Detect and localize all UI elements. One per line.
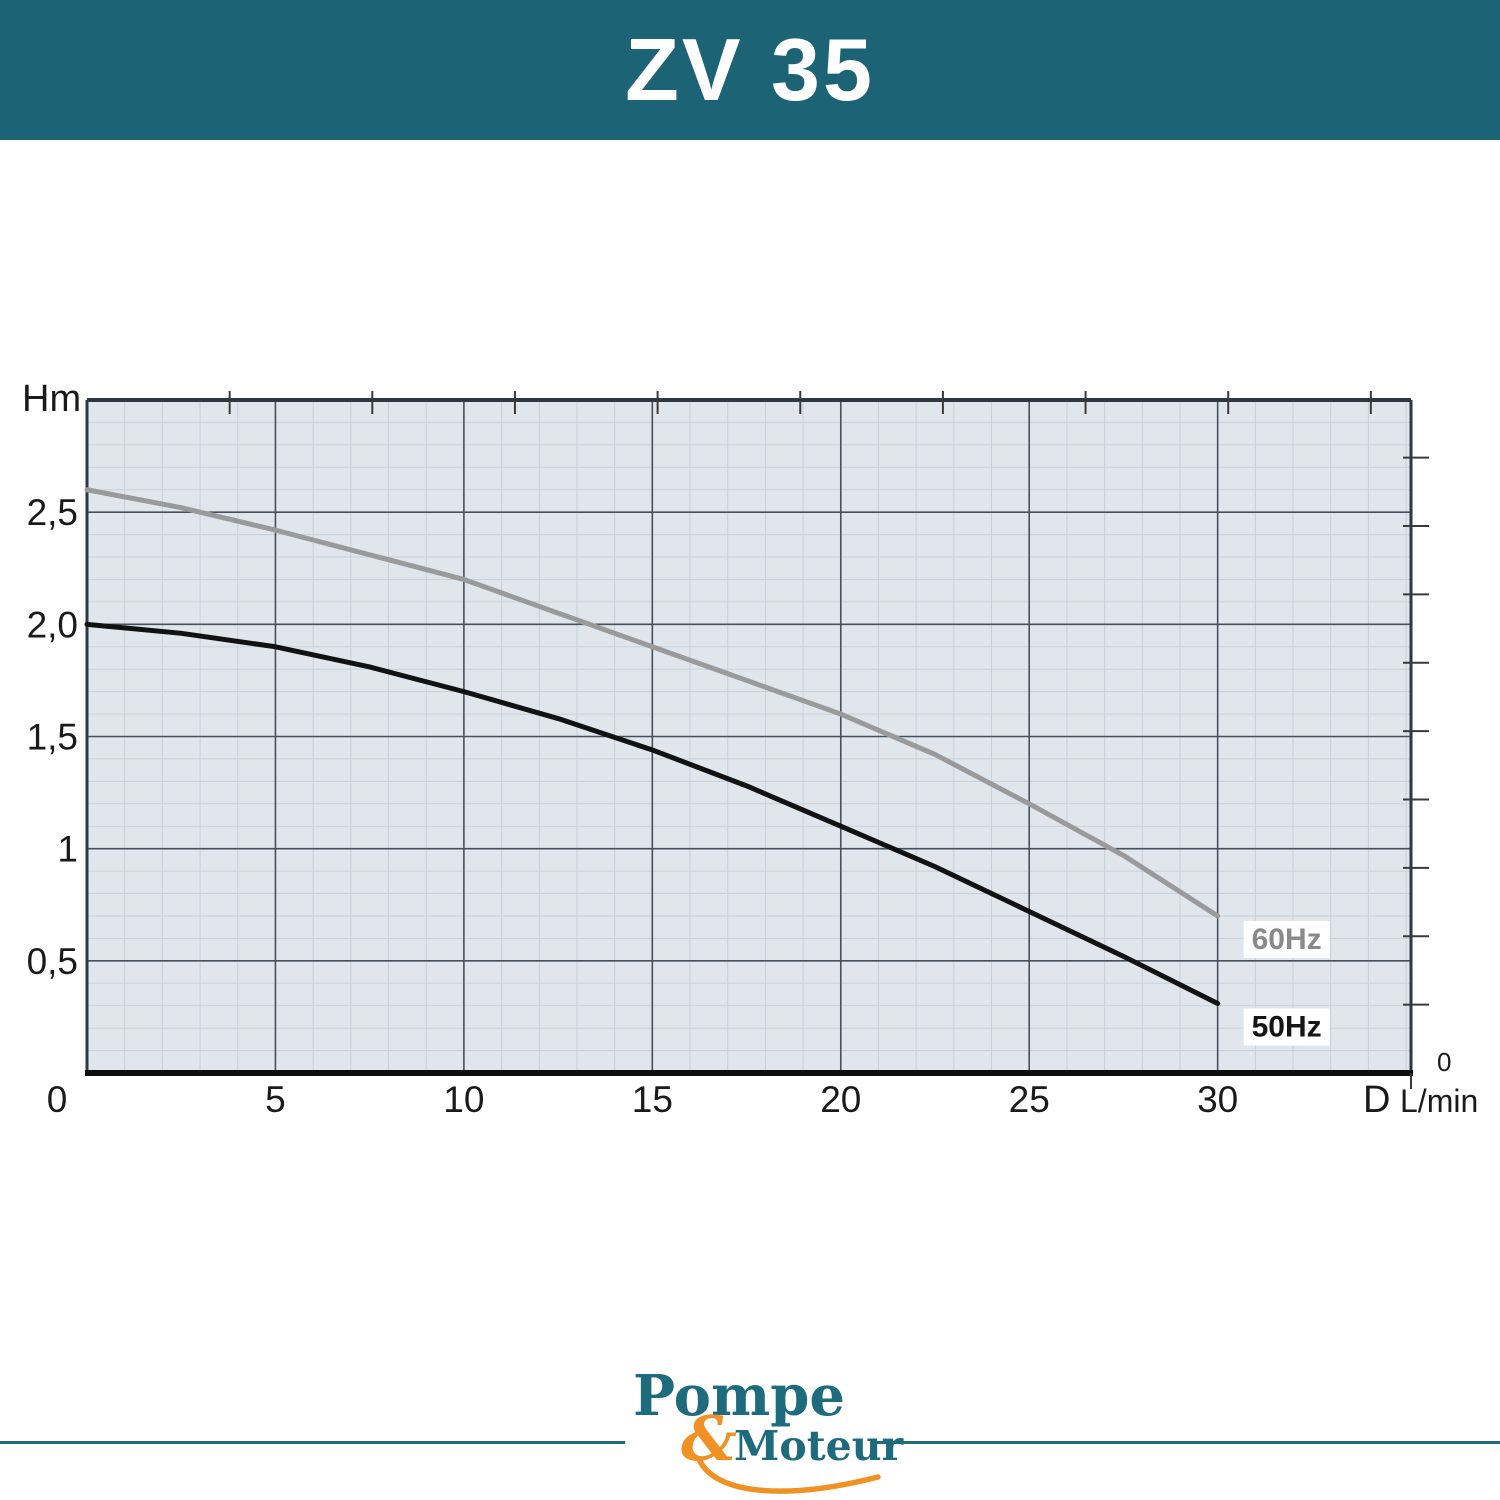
- logo-ampersand: &: [681, 1402, 737, 1475]
- svg-text:L/min: L/min: [1400, 1083, 1478, 1119]
- svg-text:5: 5: [265, 1079, 286, 1120]
- logo-divider-right: [875, 1441, 1500, 1444]
- logo-word-moteur: Moteur: [734, 1422, 904, 1470]
- svg-text:0: 0: [1437, 1047, 1451, 1077]
- svg-text:1,5: 1,5: [27, 717, 78, 758]
- app-header: ZV 35: [0, 0, 1500, 140]
- page-title: ZV 35: [625, 20, 875, 119]
- plot-border: [85, 398, 1413, 1076]
- svg-text:30: 30: [1197, 1079, 1238, 1120]
- svg-text:25: 25: [1009, 1079, 1050, 1120]
- grid-major: [87, 400, 1411, 1073]
- svg-text:D: D: [1363, 1079, 1390, 1121]
- svg-text:Hm: Hm: [22, 378, 81, 420]
- logo-word-pompe: Pompe: [633, 1363, 845, 1429]
- logo-divider-left: [0, 1441, 625, 1444]
- svg-text:0,5: 0,5: [27, 941, 78, 982]
- secondary-right-ticks: 0: [1403, 456, 1451, 1089]
- svg-text:15: 15: [632, 1079, 673, 1120]
- svg-text:2,0: 2,0: [27, 604, 78, 645]
- curve-line-50hz: [84, 621, 1221, 1006]
- y-tick-labels: 0,5 1 1,5 2,0 2,5: [27, 492, 78, 982]
- svg-text:1: 1: [57, 829, 78, 870]
- legend-60hz: 60Hz: [1243, 920, 1330, 958]
- svg-text:60Hz: 60Hz: [1252, 923, 1322, 956]
- axis-titles: Hm D L/min: [22, 378, 1478, 1121]
- svg-text:50Hz: 50Hz: [1252, 1010, 1322, 1043]
- legend-50hz: 50Hz: [1243, 1008, 1330, 1046]
- svg-text:20: 20: [820, 1079, 861, 1120]
- curve-50hz: [84, 621, 1221, 1006]
- curve-60hz: [84, 487, 1221, 919]
- legend-box: [1243, 1008, 1330, 1046]
- x-tick-labels: 0 5 10 15 20 25 30: [47, 1079, 1239, 1120]
- svg-text:0: 0: [47, 1079, 68, 1120]
- curve-line-60hz: [84, 487, 1221, 919]
- logo-swoosh: [696, 1456, 881, 1494]
- legend-box: [1243, 920, 1330, 958]
- svg-text:2,5: 2,5: [27, 492, 78, 533]
- svg-text:10: 10: [443, 1079, 484, 1120]
- brand-logo: Pompe & Moteur: [0, 1350, 1500, 1500]
- secondary-top-ticks: [228, 391, 1372, 414]
